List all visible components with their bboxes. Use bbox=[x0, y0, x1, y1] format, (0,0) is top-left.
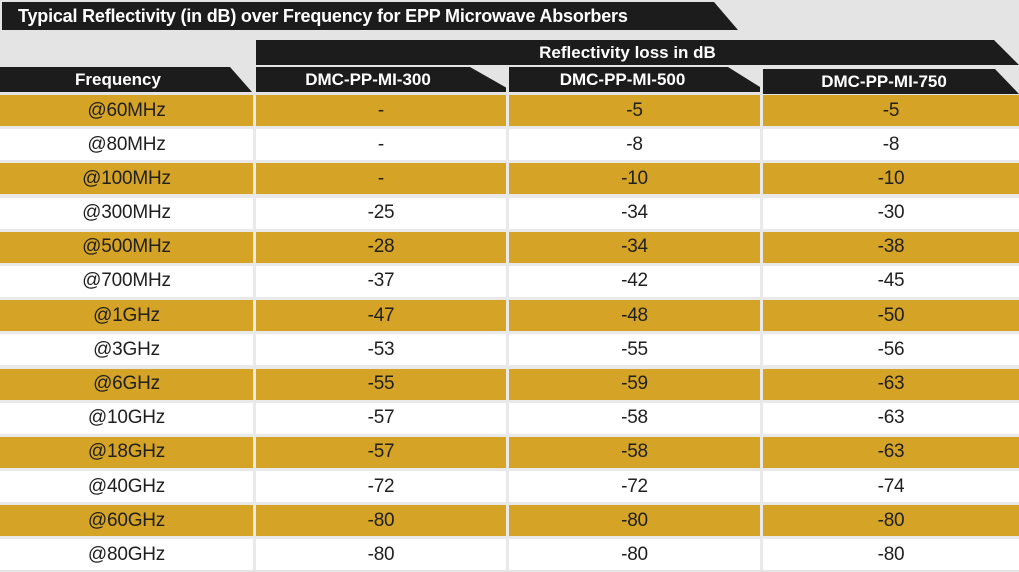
value-cell: -58 bbox=[509, 436, 760, 468]
value-cell: -56 bbox=[763, 334, 1019, 366]
group-header-banner: Reflectivity loss in dB bbox=[256, 40, 1019, 65]
column-header-frequency: Frequency bbox=[0, 67, 252, 92]
frequency-cell: @18GHz bbox=[0, 436, 253, 468]
frequency-cell: @10GHz bbox=[0, 402, 253, 434]
value-cell: -5 bbox=[509, 95, 760, 126]
value-cell: -37 bbox=[256, 265, 506, 297]
frequency-cell: @100MHz bbox=[0, 163, 253, 195]
column-header-dmc-pp-mi-500: DMC-PP-MI-500 bbox=[509, 67, 760, 92]
frequency-cell: @500MHz bbox=[0, 231, 253, 263]
column-header-dmc-pp-mi-300: DMC-PP-MI-300 bbox=[256, 67, 506, 92]
value-cell: -53 bbox=[256, 334, 506, 366]
value-cell: -10 bbox=[763, 163, 1019, 195]
value-cell: -47 bbox=[256, 300, 506, 332]
value-cell: -34 bbox=[509, 231, 760, 263]
frequency-cell: @60GHz bbox=[0, 505, 253, 537]
page-title: Typical Reflectivity (in dB) over Freque… bbox=[2, 2, 738, 30]
frequency-cell: @40GHz bbox=[0, 471, 253, 503]
value-cell: -55 bbox=[256, 368, 506, 400]
frequency-cell: @1GHz bbox=[0, 300, 253, 332]
value-cell: -80 bbox=[256, 539, 506, 571]
value-cell: -48 bbox=[509, 300, 760, 332]
value-cell: -10 bbox=[509, 163, 760, 195]
frequency-cell: @80MHz bbox=[0, 129, 253, 161]
table-body: @60MHz - -5 -5 @80MHz - -8 -8 @100MHz - -10 -10 @300… bbox=[0, 95, 1019, 571]
frequency-cell: @300MHz bbox=[0, 197, 253, 229]
value-cell: -57 bbox=[256, 402, 506, 434]
frequency-cell: @3GHz bbox=[0, 334, 253, 366]
value-cell: -80 bbox=[509, 505, 760, 537]
value-cell: -72 bbox=[256, 471, 506, 503]
value-cell: -80 bbox=[256, 505, 506, 537]
value-cell: -72 bbox=[509, 471, 760, 503]
value-cell: - bbox=[256, 163, 506, 195]
frequency-cell: @80GHz bbox=[0, 539, 253, 571]
value-cell: -80 bbox=[763, 505, 1019, 537]
frequency-cell: @60MHz bbox=[0, 95, 253, 126]
value-cell: -8 bbox=[763, 129, 1019, 161]
value-cell: -38 bbox=[763, 231, 1019, 263]
value-cell: -8 bbox=[509, 129, 760, 161]
value-cell: -55 bbox=[509, 334, 760, 366]
column-header-dmc-pp-mi-750: DMC-PP-MI-750 bbox=[763, 69, 1019, 94]
value-cell: -5 bbox=[763, 95, 1019, 126]
value-cell: -30 bbox=[763, 197, 1019, 229]
value-cell: -80 bbox=[509, 539, 760, 571]
frequency-cell: @700MHz bbox=[0, 265, 253, 297]
value-cell: -63 bbox=[763, 402, 1019, 434]
frequency-cell: @6GHz bbox=[0, 368, 253, 400]
value-cell: -50 bbox=[763, 300, 1019, 332]
value-cell: -42 bbox=[509, 265, 760, 297]
value-cell: -74 bbox=[763, 471, 1019, 503]
value-cell: -57 bbox=[256, 436, 506, 468]
value-cell: -63 bbox=[763, 436, 1019, 468]
value-cell: -28 bbox=[256, 231, 506, 263]
value-cell: -63 bbox=[763, 368, 1019, 400]
value-cell: - bbox=[256, 129, 506, 161]
value-cell: -45 bbox=[763, 265, 1019, 297]
value-cell: -25 bbox=[256, 197, 506, 229]
value-cell: -59 bbox=[509, 368, 760, 400]
value-cell: -80 bbox=[763, 539, 1019, 571]
value-cell: -34 bbox=[509, 197, 760, 229]
value-cell: - bbox=[256, 95, 506, 126]
value-cell: -58 bbox=[509, 402, 760, 434]
